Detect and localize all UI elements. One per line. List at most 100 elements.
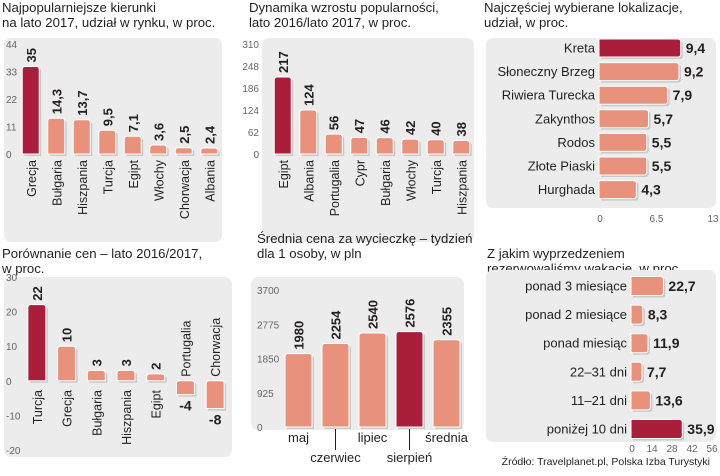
bar-Bułgaria [375,137,394,155]
y-tick-label: 44 [6,40,18,51]
category-label: Złote Piaski [528,159,595,174]
value-label: 46 [378,119,393,133]
value-label: 9,2 [684,64,704,80]
category-label: Albania [203,160,217,202]
y-tick-label: 0 [6,377,12,388]
chart-title-line: Z jakim wyprzedzeniem [487,246,625,261]
y-tick-label: 0 [253,150,259,161]
value-label: 9,5 [100,108,115,126]
category-label: Hiszpania [120,390,134,445]
value-label: 3,6 [151,123,166,141]
chart-title-line: Średnia cena za wycieczkę – tydzień [257,231,473,246]
y-tick-label: 22 [6,95,18,106]
value-label: 2254 [329,310,344,340]
category-label: Turcja [31,390,45,424]
category-label: Grecja [25,160,39,197]
category-label: Portugalia [328,160,342,216]
bar-Złote Piaski [598,156,648,176]
category-label: ponad 3 miesiące [525,279,627,294]
bar-Włochy [401,138,420,155]
bar-Kreta [598,38,682,58]
y-tick-label: 10 [6,342,18,353]
category-label: Riwiera Turecka [502,88,596,103]
value-label: 7,7 [647,364,667,380]
chart-title-line: udział, w proc. [484,15,568,30]
value-label: 2355 [440,307,455,336]
value-label: 35,9 [687,421,714,437]
bar-Hurghada [598,180,637,200]
category-label: Turcja [430,160,444,194]
chart-panel [4,277,232,457]
category-label: średnia [425,430,468,445]
value-label: 217 [276,51,291,73]
source-note: Źródło: Travelplanet.pl, Polska Izba Tur… [501,456,710,468]
category-label: Włochy [404,159,418,201]
bar-Bułgaria [47,117,66,155]
bar-Turcja [426,139,445,155]
x-tick-label: 42 [686,444,698,455]
y-tick-label: 2775 [257,320,280,331]
category-label: Włochy [152,159,166,201]
bar-Hiszpania [452,140,471,155]
category-label: Bułgaria [50,160,64,206]
value-label: 11,9 [653,335,680,351]
chart-title-line: Najczęściej wybierane lokalizacje, [484,0,683,15]
value-label: 22 [30,286,45,300]
category-label: 11–21 dni [571,393,627,408]
y-tick-label: 62 [248,128,260,139]
bar-ponad miesiąc [630,333,649,354]
x-tick-label: 0 [597,214,603,225]
value-label: 14,3 [49,89,64,114]
bar-Albania [200,147,219,155]
category-label: Hiszpania [76,160,90,215]
category-label: Chorwacja [209,318,223,377]
chart-ceny: -20 -10 0 10 20 30 22 Turcja 10 Grecja 3 Bułgaria 3 H… [4,273,232,457]
bar-Grecja [57,345,77,382]
y-tick-label: 30 [6,273,18,284]
value-label: 35 [24,48,39,62]
value-label: 7,9 [673,87,693,103]
category-label: ponad miesiąc [543,336,627,351]
y-tick-label: 0 [6,150,12,161]
bar-czerwiec [321,343,350,428]
bar-Bułgaria [86,369,106,382]
value-label: 2540 [366,300,381,329]
chart-title-line: lato 2016/lato 2017, w proc. [249,15,411,30]
chart-title-line: dla 1 osoby, w pln [257,246,362,261]
bar-Włochy [149,144,168,155]
chart-lokalizacje: Kreta 9,4 Słoneczny Brzeg 9,2 Riwiera Tureck… [486,38,719,225]
chart-srednia: 0 925 1850 2775 3700 1980 maj 2254 czerwiec 2540 l… [251,277,469,465]
category-label: Bułgaria [379,160,393,206]
value-label: 7,1 [126,114,141,132]
category-label: Bułgaria [90,390,104,436]
bar-Turcja [98,129,117,155]
category-label: Egipt [127,159,141,188]
category-label: Chorwacja [178,160,192,219]
category-label: Portugalia [179,320,193,376]
value-label: 56 [327,116,342,130]
bar-Portugalia [324,133,343,155]
chart-dynamika: 0 62 124 186 248 310 217 Egipt 124 Albania 56 Portu… [242,38,474,242]
y-tick-label: 186 [242,84,259,95]
category-label: Albania [302,160,316,202]
category-label: poniżej 10 dni [547,422,627,437]
category-label: Turcja [101,160,115,194]
x-tick-label: 14 [646,444,658,455]
category-label: Egipt [277,159,291,188]
chart-title-line: Najpopularniejsze kierunki [2,0,156,15]
y-tick-label: -10 [6,411,21,422]
x-tick-label: 13 [707,214,719,225]
bar-22–31 dni [630,361,643,382]
value-label: 1980 [292,321,307,350]
category-label: Rodos [557,135,595,150]
value-label: 2,5 [177,126,192,144]
category-label: Grecja [61,390,75,427]
category-label: lipiec [358,430,388,445]
category-label: Słoneczny Brzeg [497,64,595,79]
value-label: 13,6 [655,392,682,408]
category-label: maj [288,430,309,445]
chart-title-line: Porównanie cen – lato 2016/2017, [2,246,202,261]
bar-średnia [432,339,461,428]
chart-title-line: na lato 2017, udział w rynku, w proc. [2,15,215,30]
